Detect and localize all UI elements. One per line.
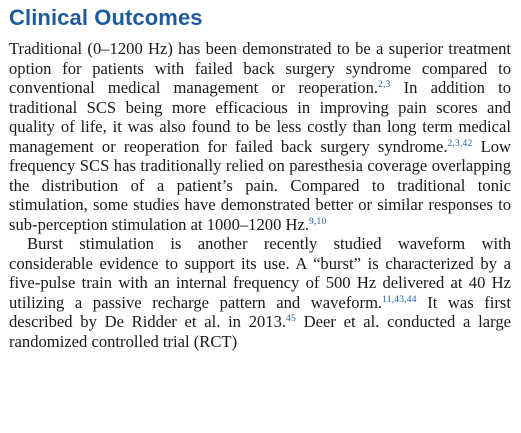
article-body: Traditional (0–1200 Hz) has been demonst… bbox=[9, 39, 511, 351]
section-heading: Clinical Outcomes bbox=[9, 5, 203, 30]
body-text-run: It was first described by De Ridder et a… bbox=[9, 292, 511, 332]
paragraph-burst-stimulation: Burst stimulation is another recently st… bbox=[9, 234, 511, 351]
citation-superscript[interactable]: 2,3 bbox=[378, 80, 391, 90]
body-text-run: Burst stimulation is another recently st… bbox=[9, 234, 511, 312]
citation-superscript[interactable]: 11,43,44 bbox=[382, 294, 417, 305]
citation-superscript[interactable]: 45 bbox=[286, 314, 296, 324]
paragraph-traditional-scs: Traditional (0–1200 Hz) has been demonst… bbox=[9, 39, 511, 234]
body-text-run: Deer et al. conducted a large randomized… bbox=[9, 312, 511, 351]
body-text-run: Low frequency SCS has traditionally reli… bbox=[9, 136, 511, 234]
citation-superscript[interactable]: 2,3,42 bbox=[447, 138, 473, 149]
body-text-run: Traditional (0–1200 Hz) has been demonst… bbox=[9, 39, 511, 97]
body-text-run: In addition to traditional SCS being mor… bbox=[9, 78, 512, 156]
citation-superscript[interactable]: 9,10 bbox=[309, 216, 327, 227]
